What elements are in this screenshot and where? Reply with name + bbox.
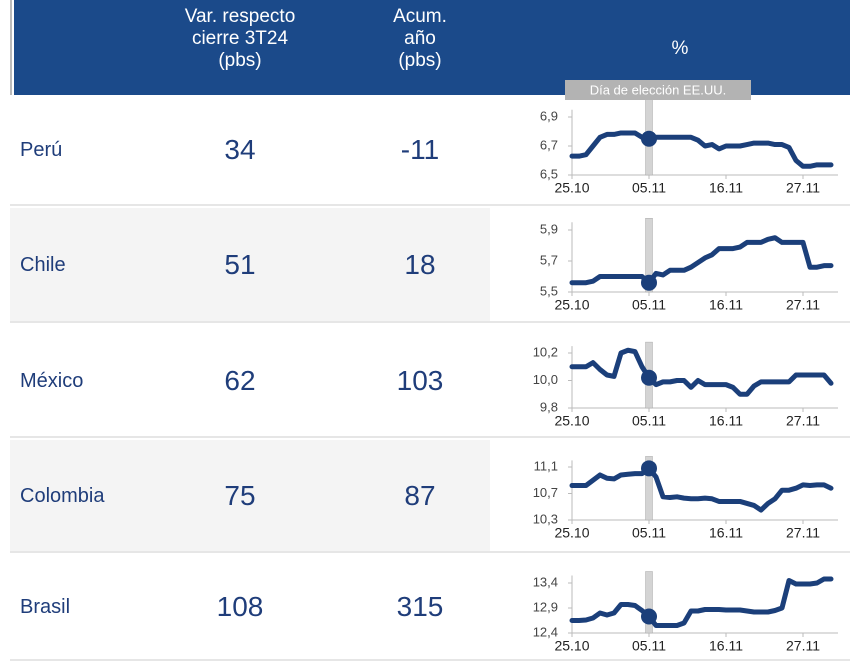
x-tick-label: 25.10	[554, 180, 589, 196]
header-cell: %	[580, 38, 780, 60]
x-tick-label: 25.10	[554, 297, 589, 313]
line	[569, 235, 834, 286]
country-name: Brasil	[20, 596, 71, 618]
ytd-value: 103	[396, 364, 444, 396]
y-tick-label: 10,3	[533, 511, 558, 526]
y-tick-label: 5,7	[540, 252, 558, 267]
x-tick-label: 16.11	[709, 413, 743, 429]
line	[569, 576, 834, 628]
change-value: 108	[216, 591, 264, 622]
y-tick-label: 10,0	[533, 372, 558, 387]
y-tick-label: 12,4	[533, 624, 558, 639]
header-line: (pbs)	[218, 50, 262, 71]
change-value: 75	[224, 479, 256, 511]
x-tick-label: 27.11	[786, 525, 820, 541]
annotation: Día de elección EE.UU.	[590, 82, 727, 97]
y-tick-label: 10,2	[533, 344, 558, 359]
y-tick-label: 9,8	[540, 399, 558, 414]
y-tick-label: 6,7	[540, 137, 558, 152]
country-name: Perú	[20, 138, 63, 161]
event-dot	[641, 130, 657, 147]
ytd-value: 18	[404, 248, 436, 280]
header-cell: Var. respecto cierre 3T24 (pbs)	[140, 6, 340, 72]
ytd-value: 315	[396, 591, 444, 622]
event-bar	[645, 456, 653, 521]
x-tick-label: 16.11	[709, 180, 743, 196]
y-tick-label: 5,9	[540, 221, 558, 236]
x-tick-label: 25.10	[554, 413, 589, 429]
ytd-value: 87	[404, 479, 436, 511]
table-row: Perú 34 -11	[10, 95, 850, 206]
event-dot	[641, 274, 657, 291]
header-line: %	[671, 38, 689, 59]
event-dot	[641, 369, 657, 386]
event-bar	[645, 218, 653, 293]
y-tick-label: 6,9	[540, 108, 558, 123]
country-name: Colombia	[20, 484, 105, 507]
x-tick-label: 05.11	[632, 525, 666, 541]
x-tick-label: 27.11	[786, 297, 820, 313]
header-line: Acum.	[393, 6, 447, 27]
x-tick-label: 16.11	[709, 638, 743, 654]
x-tick-label: 16.11	[709, 297, 743, 313]
x-tick-label: 05.11	[632, 297, 666, 313]
table-row: Chile 51 18	[10, 208, 850, 323]
line	[569, 465, 834, 513]
event-dot	[641, 608, 657, 625]
x-tick-label: 05.11	[632, 413, 666, 429]
annotation-box	[565, 80, 751, 100]
x-tick-label: 25.10	[554, 638, 589, 654]
change-value: 62	[224, 364, 256, 396]
country-name: México	[20, 369, 84, 392]
y-tick-label: 6,5	[540, 166, 558, 181]
header-line: año	[404, 28, 436, 49]
x-tick-label: 27.11	[786, 413, 820, 429]
y-tick-label: 13,4	[533, 574, 558, 589]
divider	[10, 0, 12, 95]
y-tick-label: 5,5	[540, 283, 558, 298]
y-tick-label: 12,9	[533, 599, 558, 614]
y-tick-label: 10,7	[533, 485, 558, 500]
line	[569, 130, 834, 169]
x-tick-label: 16.11	[709, 525, 743, 541]
header-line: cierre 3T24	[191, 28, 289, 49]
y-tick-label: 11,1	[534, 458, 558, 473]
table-row: México 62 103	[10, 325, 850, 438]
change-value: 34	[224, 133, 256, 165]
x-tick-label: 27.11	[786, 638, 820, 654]
x-tick-label: 27.11	[786, 180, 820, 196]
header-line: (pbs)	[398, 50, 442, 71]
country-name: Chile	[20, 253, 66, 276]
header-line: Var. respecto	[184, 6, 296, 27]
header	[14, 0, 850, 95]
x-tick-label: 05.11	[632, 180, 666, 196]
header-cell: Acum. año (pbs)	[320, 6, 520, 72]
line	[569, 347, 834, 397]
event-bar	[645, 571, 653, 634]
event-dot	[641, 460, 657, 477]
x-tick-label: 25.10	[554, 525, 589, 541]
table-row: Brasil 108 315	[10, 555, 850, 661]
ytd-value: -11	[400, 133, 440, 165]
change-value: 51	[224, 248, 256, 280]
x-tick-label: 05.11	[632, 638, 666, 654]
